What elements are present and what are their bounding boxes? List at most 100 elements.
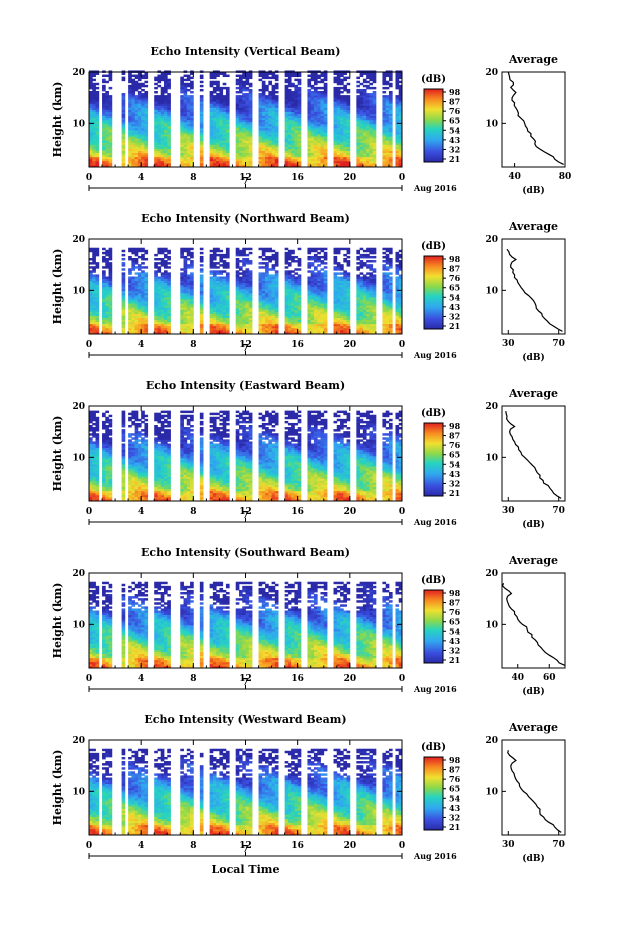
x-tick-label: 0 — [399, 507, 405, 517]
profile-line — [507, 71, 564, 165]
y-axis-label: Height (km) — [51, 750, 64, 826]
colorbar-unit: (dB) — [421, 74, 446, 85]
date-label: Aug 2016 — [413, 684, 457, 694]
x-tick-label: 20 — [344, 340, 357, 350]
colorbar-tick-label: 98 — [449, 254, 461, 264]
colorbar-tick-label: 76 — [449, 440, 461, 450]
profile-x-tick-label: 30 — [502, 506, 515, 516]
colorbar-unit: (dB) — [421, 408, 446, 419]
profile-title: Average — [508, 220, 558, 233]
panel-0: Echo Intensity (Vertical Beam) 0 4 8 12 16 20 0… — [51, 45, 571, 196]
panel-1: Echo Intensity (Northward Beam) 0 4 8 12 16 20… — [51, 212, 566, 363]
y-tick-label: 10 — [72, 787, 85, 797]
profile-y-tick-label: 10 — [485, 620, 498, 630]
profile-x-tick-label: 40 — [511, 673, 524, 683]
y-tick-label: 10 — [72, 119, 85, 129]
heatmap-cells — [89, 748, 403, 836]
x-tick-label: 4 — [138, 173, 144, 183]
colorbar-tick-label: 32 — [449, 311, 460, 321]
x-tick-label: 0 — [399, 674, 405, 684]
heatmap-cells — [89, 410, 403, 502]
profile-frame — [501, 238, 566, 335]
profile-x-tick-label: 80 — [559, 172, 572, 182]
x-tick-label: 12 — [239, 674, 252, 684]
y-tick-label: 20 — [72, 68, 85, 78]
panel-title: Echo Intensity (Westward Beam) — [144, 713, 346, 726]
colorbar-tick-label: 43 — [449, 469, 461, 479]
profile-frame — [501, 71, 566, 168]
colorbar-tick-label: 76 — [449, 106, 461, 116]
colorbar — [423, 255, 444, 330]
x-tick-label: 16 — [291, 507, 304, 517]
colorbar-tick-label: 43 — [449, 636, 461, 646]
colorbar-tick-label: 32 — [449, 144, 460, 154]
profile-y-tick-label: 10 — [485, 286, 498, 296]
colorbar-tick-label: 87 — [449, 598, 460, 608]
x-tick-label: 16 — [291, 173, 304, 183]
colorbar-tick-label: 98 — [449, 421, 461, 431]
date-label: Aug 2016 — [413, 350, 457, 360]
panel-3: Echo Intensity (Southward Beam) 0 4 8 12 16 20… — [51, 546, 566, 697]
profile-frame — [501, 572, 566, 669]
profile-y-tick-label: 10 — [485, 119, 498, 129]
heatmap-cells — [89, 581, 403, 669]
date-label: Aug 2016 — [413, 183, 457, 193]
panel-4: Echo Intensity (Westward Beam) 0 4 8 12 16 20 0… — [51, 713, 566, 876]
colorbar-tick-label: 21 — [449, 321, 460, 331]
panel-title: Echo Intensity (Southward Beam) — [141, 546, 350, 559]
panel-title: Echo Intensity (Vertical Beam) — [150, 45, 340, 58]
colorbar-tick-label: 54 — [449, 292, 461, 302]
colorbar-tick-label: 54 — [449, 626, 461, 636]
panel-2: Echo Intensity (Eastward Beam) 0 4 8 12 16 20 0… — [51, 379, 566, 530]
profile-frame — [501, 739, 566, 836]
profile-x-tick-label: 30 — [502, 840, 515, 850]
profile-x-tick-label: 70 — [552, 506, 565, 516]
x-tick-label: 4 — [138, 507, 144, 517]
colorbar-unit: (dB) — [421, 742, 446, 753]
profile-x-tick-label: 40 — [508, 172, 521, 182]
y-tick-label: 20 — [72, 569, 85, 579]
date-tick-label: 7 — [242, 344, 248, 354]
x-tick-label: 0 — [399, 173, 405, 183]
y-tick-label: 20 — [72, 235, 85, 245]
colorbar-tick-label: 65 — [449, 116, 460, 126]
colorbar-tick-label: 54 — [449, 459, 461, 469]
profile-y-tick-label: 10 — [485, 453, 498, 463]
x-tick-label: 0 — [86, 507, 92, 517]
colorbar-tick-label: 43 — [449, 803, 461, 813]
heatmap-cells — [89, 247, 403, 335]
date-label: Aug 2016 — [413, 851, 457, 861]
colorbar-tick-label: 98 — [449, 588, 461, 598]
colorbar-tick-label: 21 — [449, 655, 460, 665]
x-tick-label: 8 — [190, 507, 196, 517]
y-axis-label: Height (km) — [51, 249, 64, 325]
colorbar-tick-label: 21 — [449, 822, 460, 832]
profile-y-tick-label: 10 — [485, 787, 498, 797]
heatmap-cells — [89, 70, 403, 168]
profile-x-label: (dB) — [522, 853, 544, 864]
profile-line — [506, 248, 563, 332]
profile-x-label: (dB) — [522, 185, 544, 196]
colorbar-tick-label: 54 — [449, 793, 461, 803]
profile-y-tick-label: 20 — [485, 736, 498, 746]
x-tick-label: 20 — [344, 841, 357, 851]
colorbar-tick-label: 98 — [449, 755, 461, 765]
x-tick-label: 16 — [291, 841, 304, 851]
colorbar-tick-label: 76 — [449, 607, 461, 617]
profile-frame — [501, 405, 566, 502]
date-tick-label: 7 — [242, 511, 248, 521]
colorbar — [423, 422, 444, 497]
x-tick-label: 4 — [138, 674, 144, 684]
y-axis-label: Height (km) — [51, 416, 64, 492]
colorbar-tick-label: 76 — [449, 273, 461, 283]
profile-x-label: (dB) — [522, 686, 544, 697]
profile-y-tick-label: 20 — [485, 402, 498, 412]
colorbar — [423, 756, 444, 831]
colorbar-tick-label: 21 — [449, 154, 460, 164]
y-tick-label: 10 — [72, 620, 85, 630]
y-tick-label: 20 — [72, 402, 85, 412]
profile-title: Average — [508, 554, 558, 567]
x-tick-label: 12 — [239, 173, 252, 183]
x-tick-label: 12 — [239, 340, 252, 350]
